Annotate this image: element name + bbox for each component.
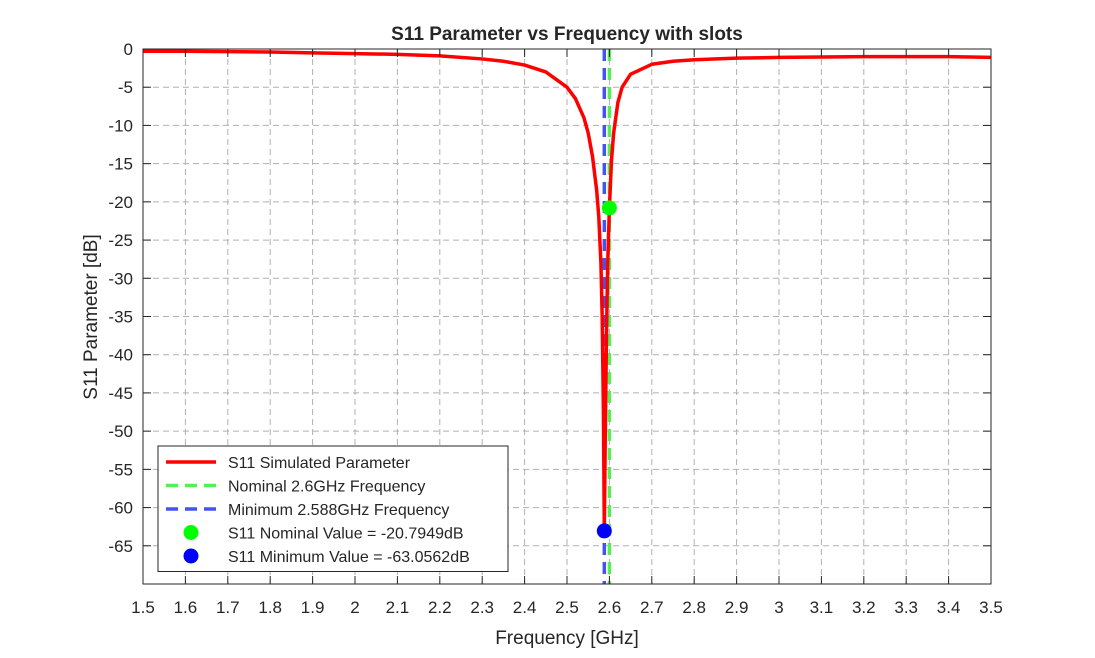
- legend-label: Minimum 2.588GHz Frequency: [228, 502, 449, 519]
- data-point-marker: [601, 200, 617, 216]
- y-tick-label: -35: [108, 308, 133, 327]
- marker-layer: [596, 200, 617, 539]
- y-tick-label: -40: [108, 346, 133, 365]
- x-tick-label: 3.1: [810, 598, 834, 617]
- y-tick-label: -25: [108, 231, 133, 250]
- y-tick-label: -55: [108, 460, 133, 479]
- y-tick-label: -60: [108, 499, 133, 518]
- x-tick-label: 2.3: [470, 598, 494, 617]
- chart-title: S11 Parameter vs Frequency with slots: [391, 24, 743, 45]
- x-tick-label: 1.6: [174, 598, 198, 617]
- y-axis-label: S11 Parameter [dB]: [81, 234, 102, 399]
- legend-label: S11 Simulated Parameter: [228, 455, 411, 472]
- legend-label: S11 Minimum Value = -63.0562dB: [228, 549, 470, 566]
- x-tick-label: 3: [774, 598, 783, 617]
- x-tick-labels: 1.5 1.6 1.7 1.8 1.9 2 2.1 2.2 2.3 2.4 2.5 2.6 2.7 2.8…: [131, 598, 1003, 617]
- x-tick-label: 1.9: [301, 598, 325, 617]
- x-tick-label: 3.2: [852, 598, 876, 617]
- legend-label: Nominal 2.6GHz Frequency: [228, 479, 425, 496]
- x-tick-label: 2.1: [386, 598, 410, 617]
- y-tick-label: -65: [108, 537, 133, 556]
- x-tick-label: 3.4: [937, 598, 961, 617]
- x-tick-label: 2.4: [513, 598, 537, 617]
- x-tick-label: 2.2: [428, 598, 452, 617]
- x-tick-label: 3.5: [979, 598, 1003, 617]
- series-line-s11: [143, 49, 992, 533]
- y-tick-label: 0: [124, 40, 133, 59]
- legend-marker: [183, 548, 199, 564]
- x-tick-label: 1.8: [258, 598, 282, 617]
- x-tick-label: 2.7: [640, 598, 664, 617]
- y-tick-labels: 0 -5 -10 -15 -20 -25 -30 -35 -40 -45 -50 -55 -60 -65: [108, 40, 133, 556]
- series-layer: [143, 49, 992, 584]
- x-tick-label: 2: [350, 598, 359, 617]
- legend-marker: [183, 525, 199, 540]
- y-tick-label: -5: [118, 78, 133, 97]
- y-tick-label: -10: [108, 116, 133, 135]
- legend: S11 Simulated Parameter Nominal 2.6GHz Fr…: [157, 445, 509, 572]
- x-tick-label: 3.3: [894, 598, 918, 617]
- y-tick-label: -50: [108, 422, 133, 441]
- y-tick-label: -30: [108, 269, 133, 288]
- legend-box: [157, 445, 509, 572]
- x-tick-label: 2.5: [555, 598, 579, 617]
- x-tick-label: 2.6: [598, 598, 622, 617]
- y-tick-label: -45: [108, 384, 133, 403]
- y-tick-label: -20: [108, 193, 133, 212]
- legend-label: S11 Nominal Value = -20.7949dB: [228, 526, 464, 543]
- axes: [142, 48, 992, 585]
- x-tick-label: 1.7: [216, 598, 240, 617]
- data-point-marker: [596, 523, 612, 539]
- x-axis-label: Frequency [GHz]: [495, 628, 639, 649]
- x-tick-label: 2.8: [682, 598, 706, 617]
- y-tick-label: -15: [108, 155, 133, 174]
- x-tick-label: 1.5: [131, 598, 155, 617]
- x-tick-label: 2.9: [725, 598, 749, 617]
